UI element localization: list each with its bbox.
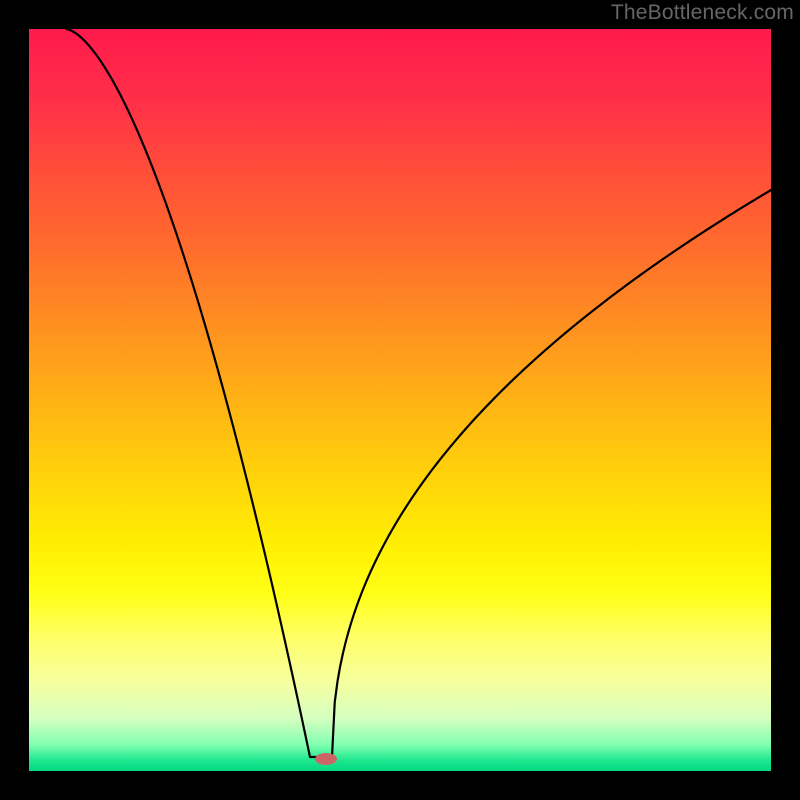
bottleneck-chart	[0, 0, 800, 800]
watermark-text: TheBottleneck.com	[611, 1, 794, 25]
optimal-point-marker	[315, 753, 337, 765]
